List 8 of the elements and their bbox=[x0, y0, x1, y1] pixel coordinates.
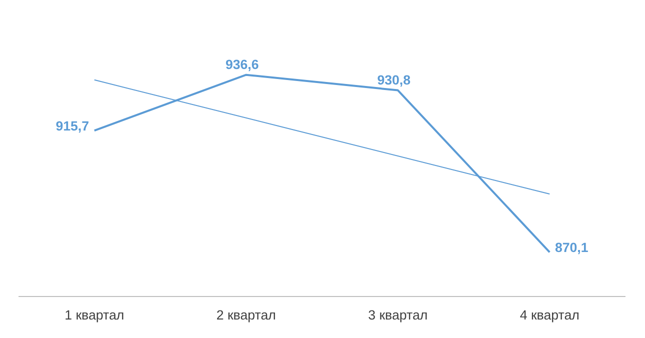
data-label: 915,7 bbox=[56, 118, 90, 134]
data-label: 870,1 bbox=[554, 240, 589, 256]
data-label: 936,6 bbox=[225, 56, 259, 72]
data-label: 930,8 bbox=[377, 72, 411, 88]
x-tick-label: 4 квартал bbox=[520, 308, 580, 322]
x-tick-label: 3 квартал bbox=[368, 308, 428, 322]
x-tick-label: 2 квартал bbox=[216, 308, 276, 322]
x-tick-label: 1 квартал bbox=[64, 308, 124, 322]
